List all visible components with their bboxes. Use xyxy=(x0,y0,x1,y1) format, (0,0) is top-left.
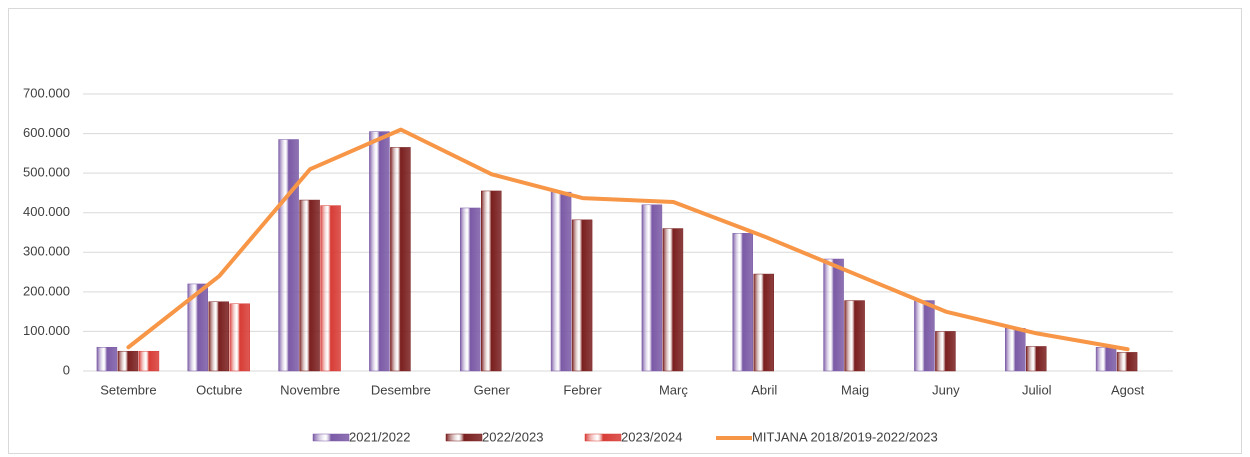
y-tick-label: 500.000 xyxy=(23,165,70,180)
bar xyxy=(662,228,684,372)
bar xyxy=(320,205,341,372)
bar xyxy=(187,283,208,372)
bar xyxy=(914,300,935,372)
legend-label: 2022/2023 xyxy=(482,429,543,444)
bar xyxy=(935,331,956,372)
x-tick-label: Novembre xyxy=(280,382,340,397)
legend-swatch xyxy=(312,433,350,442)
bar xyxy=(390,147,411,372)
chart-border xyxy=(8,8,1242,454)
bar xyxy=(1116,352,1138,372)
x-tick-label: Abril xyxy=(751,382,777,397)
legend-swatch xyxy=(584,433,622,442)
legend-label: 2021/2022 xyxy=(349,429,410,444)
x-tick-label: Desembre xyxy=(371,382,431,397)
bar xyxy=(1026,346,1047,372)
x-tick-label: Març xyxy=(659,382,688,397)
bar xyxy=(732,233,753,372)
bar xyxy=(550,191,572,372)
bar xyxy=(844,300,865,372)
x-tick-label: Juliol xyxy=(1022,382,1052,397)
legend-label: MITJANA 2018/2019-2022/2023 xyxy=(752,429,938,444)
bar xyxy=(1095,347,1117,372)
x-tick-label: Juny xyxy=(932,382,960,397)
line xyxy=(126,127,1130,352)
bar xyxy=(96,347,118,372)
bar xyxy=(229,303,250,372)
y-tick-label: 100.000 xyxy=(23,323,70,338)
bar xyxy=(369,131,390,372)
x-tick-label: Setembre xyxy=(100,382,156,397)
bar xyxy=(278,139,299,372)
y-tick-label: 700.000 xyxy=(23,85,70,100)
x-tick-label: Maig xyxy=(841,382,869,397)
bar xyxy=(481,190,502,372)
y-tick-label: 0 xyxy=(63,362,70,377)
bar xyxy=(460,207,481,372)
bar xyxy=(299,199,320,372)
x-tick-label: Octubre xyxy=(196,382,242,397)
bar xyxy=(753,273,774,372)
y-tick-label: 200.000 xyxy=(23,283,70,298)
bar xyxy=(823,258,844,372)
legend-label: 2023/2024 xyxy=(621,429,682,444)
bar xyxy=(571,219,593,372)
y-tick-label: 300.000 xyxy=(23,244,70,259)
x-tick-label: Febrer xyxy=(563,382,602,397)
x-tick-label: Gener xyxy=(474,382,511,397)
legend-swatch xyxy=(445,433,483,442)
bar xyxy=(1005,328,1026,372)
bar xyxy=(117,350,139,372)
bar xyxy=(208,301,229,372)
x-tick-label: Agost xyxy=(1111,382,1145,397)
y-tick-label: 400.000 xyxy=(23,204,70,219)
bar xyxy=(138,350,160,372)
y-tick-label: 600.000 xyxy=(23,125,70,140)
bar xyxy=(641,204,663,372)
